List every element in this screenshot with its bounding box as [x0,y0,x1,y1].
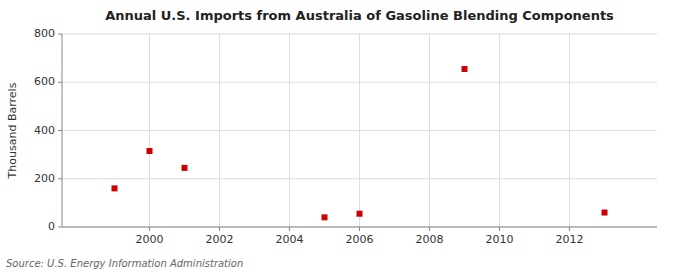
x-tick [499,227,500,231]
x-tick [429,227,430,231]
y-tick-label: 400 [34,124,55,137]
y-tick-label: 800 [34,27,55,40]
point [357,211,363,217]
y-tick-label: 600 [34,75,55,88]
x-tick [289,227,290,231]
x-tick [149,227,150,231]
point [112,185,118,191]
y-tick [58,34,62,35]
ticks: 0 200 400 600 800 2000 2002 2004 2006 2008 2010 201… [34,27,584,246]
y-tick-label: 0 [48,220,55,233]
point [147,148,153,154]
x-tick [359,227,360,231]
title: Annual U.S. Imports from Australia of Ga… [105,8,614,23]
points [112,66,608,220]
x-tick-label: 2008 [416,233,444,246]
y-tick [58,130,62,131]
x-tick-label: 2010 [486,233,514,246]
x-tick-label: 2000 [136,233,164,246]
x-tick-label: 2006 [346,233,374,246]
x-tick-label: 2004 [276,233,304,246]
x-grid-line [149,34,150,227]
x-grid-line [569,34,570,227]
point [322,214,328,220]
source-note: Source: U.S. Energy Information Administ… [6,258,243,269]
x-tick-label: 2002 [206,233,234,246]
x-grid-line [289,34,290,227]
x-grid-line [499,34,500,227]
x-tick [219,227,220,231]
y-axis-label: Thousand Barrels [6,82,19,179]
chart-svg: 0 200 400 600 800 2000 2002 2004 2006 2008 2010 201… [0,0,675,275]
background [0,0,675,275]
grid [62,34,657,227]
y-tick-label: 200 [34,172,55,185]
x-grid-line [219,34,220,227]
point [182,165,188,171]
point [602,210,608,216]
x-grid-line [429,34,430,227]
x-grid-line [359,34,360,227]
y-tick [58,178,62,179]
x-tick-label: 2012 [556,233,584,246]
y-tick [58,82,62,83]
point [462,66,468,72]
x-tick [569,227,570,231]
y-tick [58,227,62,228]
chart-container: 0 200 400 600 800 2000 2002 2004 2006 2008 2010 201… [0,0,675,275]
